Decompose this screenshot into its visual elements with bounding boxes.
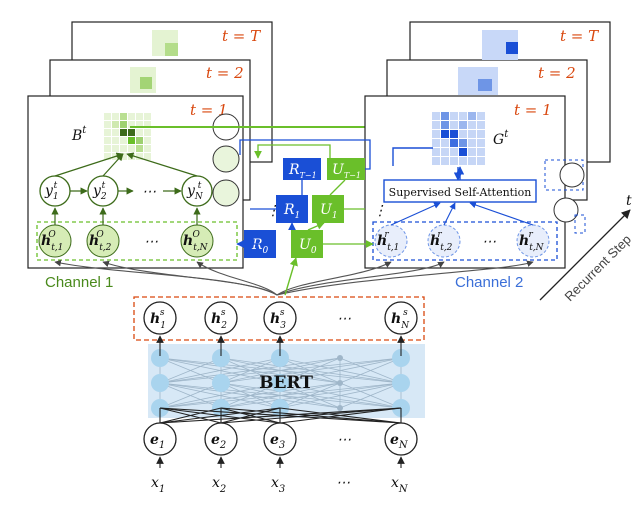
svg-text:y2t: y2t	[92, 181, 107, 202]
e-node-1: e1	[143, 422, 177, 456]
bert-unit	[212, 349, 230, 367]
recurrent-step-symbol: t	[626, 193, 632, 209]
bert-unit	[271, 374, 289, 392]
h-r-group	[372, 221, 558, 261]
bert-unit	[271, 349, 289, 367]
u-box-T-1	[327, 158, 365, 180]
x-token-N: xN	[391, 475, 409, 495]
h-s-node-2: h2s	[204, 301, 238, 335]
x-ellipsis: ⋯	[336, 475, 350, 491]
h-r-node-1: ht,1r	[374, 224, 408, 258]
left-step-2: t = 2	[206, 64, 244, 82]
h-s-ellipsis: ⋯	[337, 311, 351, 327]
r-box-T-1	[283, 158, 321, 180]
right-matrix-T	[482, 30, 518, 60]
right-step-2: t = 2	[538, 64, 576, 82]
y-ellipsis: ⋯	[142, 184, 156, 200]
right-vdots: ⋮	[373, 203, 387, 219]
e-ellipsis: ⋯	[337, 432, 351, 448]
bert-label: BERT	[259, 373, 313, 393]
left-frame-stack: t = T t = 2 t = 1 Bt y1t y2t ⋯	[27, 21, 384, 291]
svg-text:hNs: hNs	[391, 308, 410, 331]
e-fanout	[159, 407, 402, 424]
h3-fanout	[54, 257, 534, 296]
h-o-node-1: ht,1O	[38, 224, 72, 258]
right-frame-stack: t = T t = 2 t = 1 Gt Supervised Self-Att…	[364, 21, 611, 291]
h-r-node-2: ht,2r	[427, 224, 461, 258]
bert-unit	[212, 374, 230, 392]
bert-unit	[151, 349, 169, 367]
h-s-group	[133, 296, 425, 341]
channel-1-caption: Channel 1	[45, 274, 113, 291]
y-node-N: yNt	[181, 175, 213, 207]
svg-text:R0: R0	[251, 237, 269, 256]
h-o-node-2: ht,2O	[86, 224, 120, 258]
left-matrix-2	[130, 67, 156, 93]
svg-text:UT−1: UT−1	[332, 162, 361, 180]
u-box-1	[312, 195, 344, 223]
left-matrix-T	[152, 30, 178, 56]
recurrent-states: RT−1 UT−1 ⋮ ⋮ R1 U1 R0 U0	[236, 139, 387, 258]
h-s-node-N: hNs	[384, 301, 418, 335]
b-matrix	[104, 113, 151, 160]
left-step-1: t = 1	[190, 101, 228, 119]
g-matrix	[432, 112, 485, 165]
bert-unit	[337, 405, 343, 411]
svg-text:RT−1: RT−1	[288, 162, 317, 180]
svg-text:yNt: yNt	[186, 181, 204, 202]
svg-text:h3s: h3s	[270, 308, 286, 331]
b-matrix-label: Bt	[71, 125, 87, 144]
channel-2-caption: Channel 2	[455, 274, 523, 291]
y-node-1: y1t	[39, 175, 71, 207]
svg-text:y1t: y1t	[44, 181, 59, 202]
right-step-1: t = 1	[514, 101, 552, 119]
left-back-node-c	[212, 179, 240, 207]
svg-text:h1s: h1s	[150, 308, 166, 331]
x-token-2: x2	[212, 475, 226, 495]
h-s-node-3: h3s	[263, 301, 297, 335]
h-r-node-N: ht,Nr	[516, 224, 550, 258]
svg-text:U1: U1	[320, 202, 338, 221]
g-matrix-label: Gt	[493, 129, 509, 148]
x-token-1: x1	[151, 475, 165, 495]
supervised-self-attention-label: Supervised Self-Attention	[389, 186, 532, 199]
x-token-3: x3	[271, 475, 285, 495]
right-step-T: t = T	[560, 27, 599, 45]
u-box-0	[291, 230, 323, 258]
bert-unit	[337, 380, 343, 386]
r-box-1	[276, 195, 308, 223]
left-back-node-b	[212, 145, 240, 173]
svg-text:h2s: h2s	[211, 308, 227, 331]
left-step-T: t = T	[222, 27, 261, 45]
h-o-ellipsis: ⋯	[144, 234, 158, 250]
bert-unit	[392, 374, 410, 392]
right-matrix-2	[458, 67, 498, 95]
h-r-ellipsis: ⋯	[482, 234, 496, 250]
svg-text:R1: R1	[283, 202, 300, 221]
h-o-node-N: ht,NO	[180, 224, 214, 258]
bert-block: BERT	[148, 335, 425, 418]
y-node-2: y2t	[87, 175, 119, 207]
e-node-2: e2	[204, 422, 238, 456]
bert-unit	[392, 349, 410, 367]
e-node-N: eN	[384, 422, 418, 456]
svg-text:U0: U0	[299, 237, 317, 256]
h-s-node-1: h1s	[143, 301, 177, 335]
bert-unit	[337, 355, 343, 361]
e-node-3: e3	[263, 422, 297, 456]
bert-unit	[151, 374, 169, 392]
